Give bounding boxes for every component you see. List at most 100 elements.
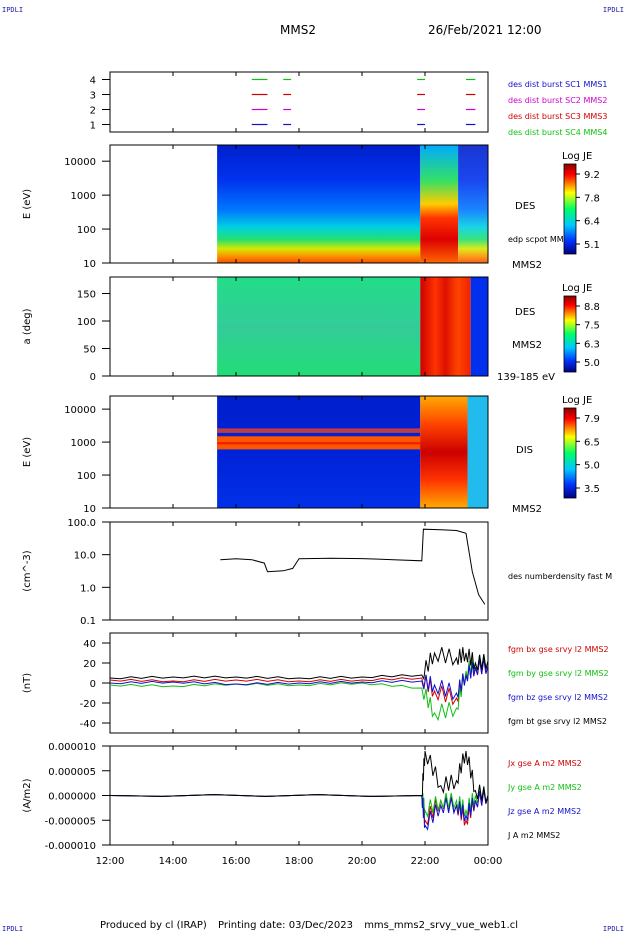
page-title: MMS2	[280, 23, 316, 37]
bfield-y-tick-label: -40	[80, 719, 96, 730]
des-energy-late-region	[458, 145, 488, 263]
bfield-series-line	[109, 647, 489, 681]
des-pitch-colorbar	[563, 295, 577, 373]
page-date: 26/Feb/2021 12:00	[428, 23, 542, 37]
burst-legend-entry: des dist burst SC2 MMS2	[508, 96, 607, 105]
footer-printing-date: Printing date: 03/Dec/2023	[217, 920, 353, 931]
des-energy-hot-region	[420, 145, 459, 263]
des-pitch-y-tick-label: 150	[77, 290, 96, 301]
des-energy-y-tick-label: 100	[77, 225, 96, 236]
bfield-legend-entry: fgm bz gse srvy l2 MMS2	[508, 693, 608, 702]
des-pitch-ylabel: a (deg)	[22, 308, 33, 344]
burst-legend-entry: des dist burst SC4 MMS4	[508, 128, 607, 137]
des-energy-colorbar-title: Log JE	[562, 151, 592, 162]
current-series-line	[109, 789, 489, 831]
des-energy-scpot-label: edp scpot MMS2	[508, 235, 574, 244]
current-legend-entry: J A m2 MMS2	[507, 831, 560, 840]
current-series-line	[109, 750, 489, 803]
bfield-y-tick-label: 20	[83, 659, 96, 670]
burst-y-tick-label: 4	[90, 76, 96, 87]
des-pitch-label: DES	[515, 307, 535, 318]
corner-label-top-right: IPDLI	[602, 6, 624, 14]
time-axis-tick-label: 22:00	[411, 856, 440, 867]
des-energy-colorbar-tick-label: 7.8	[584, 193, 600, 204]
burst-legend-entry: des dist burst SC1 MMS1	[508, 80, 607, 89]
dis-energy-y-tick-label: 1000	[71, 438, 96, 449]
des-energy-mms-label: MMS2	[512, 260, 542, 271]
dis-energy-beam-upper	[217, 428, 421, 433]
des-energy-label: DES	[515, 201, 535, 212]
corner-label-top-left: IPDLI	[2, 6, 24, 14]
des-pitch-y-tick-label: 100	[77, 317, 96, 328]
bfield-y-tick-label: 0	[90, 679, 96, 690]
dis-energy-colorbar-tick-label: 6.5	[584, 437, 600, 448]
dis-energy-colorbar-tick-label: 3.5	[584, 484, 600, 495]
bfield-series-line	[109, 658, 489, 701]
time-axis-tick-label: 16:00	[222, 856, 251, 867]
density-series-line	[220, 528, 486, 605]
des-pitch-colorbar-tick-label: 6.3	[584, 339, 600, 350]
dis-energy-mms-label: MMS2	[512, 504, 542, 515]
dis-energy-label: DIS	[516, 445, 533, 456]
density-legend-entry: des numberdensity fast M	[508, 572, 612, 581]
des-energy-y-tick-label: 10000	[64, 157, 96, 168]
dis-energy-y-tick-label: 100	[77, 471, 96, 482]
current-y-tick-label: -0.000010	[45, 841, 96, 852]
burst-y-tick-label: 1	[90, 121, 96, 132]
current-legend-entry: Jz gse A m2 MMS2	[507, 807, 581, 816]
bfield-legend-entry: fgm bt gse srvy l2 MMS2	[508, 717, 607, 726]
des-pitch-y-tick-label: 0	[90, 372, 96, 383]
current-ylabel: (A/m2)	[22, 778, 33, 812]
corner-label-bottom-right: IPDLI	[602, 925, 624, 933]
density-panel-frame	[109, 521, 489, 621]
des-pitch-colorbar-tick-label: 5.0	[584, 358, 600, 369]
des-pitch-colorbar-tick-label: 7.5	[584, 321, 600, 332]
footer-file: mms_mms2_srvy_vue_web1.cl	[364, 920, 518, 931]
time-axis-tick-label: 00:00	[474, 856, 503, 867]
current-y-tick-label: 0.000005	[48, 767, 96, 778]
burst-y-tick-label: 3	[90, 91, 96, 102]
dis-energy-y-tick-label: 10000	[64, 405, 96, 416]
des-pitch-colorbar-tick-label: 8.8	[584, 302, 600, 313]
dis-energy-hot-region	[420, 396, 468, 508]
current-y-tick-label: 0.000010	[48, 742, 96, 753]
time-axis-tick-label: 20:00	[348, 856, 377, 867]
bfield-y-tick-label: -20	[80, 699, 96, 710]
bfield-y-tick-label: 40	[83, 639, 96, 650]
density-y-tick-label: 0.1	[80, 616, 96, 627]
bfield-legend-entry: fgm bx gse srvy l2 MMS2	[508, 645, 609, 654]
bfield-ylabel: (nT)	[22, 673, 33, 693]
des-energy-colorbar-tick-label: 6.4	[584, 217, 600, 228]
corner-label-bottom-left: IPDLI	[2, 925, 24, 933]
des-pitch-energy-label: 139-185 eV	[497, 372, 555, 383]
des-pitch-colorbar-title: Log JE	[562, 283, 592, 294]
dis-energy-late-region	[467, 396, 488, 508]
current-y-tick-label: 0.000000	[48, 792, 96, 803]
burst-legend-entry: des dist burst SC3 MMS3	[508, 112, 607, 121]
burst-y-tick-label: 2	[90, 106, 96, 117]
des-energy-data-region	[217, 145, 421, 263]
dis-energy-colorbar-title: Log JE	[562, 395, 592, 406]
footer: Produced by cl (IRAP) Printing date: 03/…	[100, 920, 518, 931]
dis-energy-colorbar	[563, 407, 577, 499]
burst-panel-frame	[109, 71, 489, 133]
des-energy-colorbar-tick-label: 5.1	[584, 240, 600, 251]
bfield-legend-entry: fgm by gse srvy l2 MMS2	[508, 669, 609, 678]
des-energy-y-tick-label: 10	[83, 259, 96, 270]
current-legend-entry: Jx gse A m2 MMS2	[507, 759, 582, 768]
density-y-tick-label: 10.0	[74, 551, 96, 562]
des-pitch-late-region	[470, 277, 488, 376]
dis-energy-colorbar-tick-label: 7.9	[584, 414, 600, 425]
dis-energy-data-region	[217, 396, 421, 508]
dis-energy-ylabel: E (eV)	[22, 437, 33, 467]
des-pitch-data-region	[217, 277, 421, 376]
dis-energy-beam-core	[217, 442, 421, 445]
des-pitch-hot-region	[420, 277, 471, 376]
des-energy-y-tick-label: 1000	[71, 191, 96, 202]
density-y-tick-label: 1.0	[80, 583, 96, 594]
des-pitch-y-tick-label: 50	[83, 345, 96, 356]
density-y-tick-label: 100.0	[67, 518, 96, 529]
time-axis-tick-label: 12:00	[96, 856, 125, 867]
dis-energy-y-tick-label: 10	[83, 504, 96, 515]
